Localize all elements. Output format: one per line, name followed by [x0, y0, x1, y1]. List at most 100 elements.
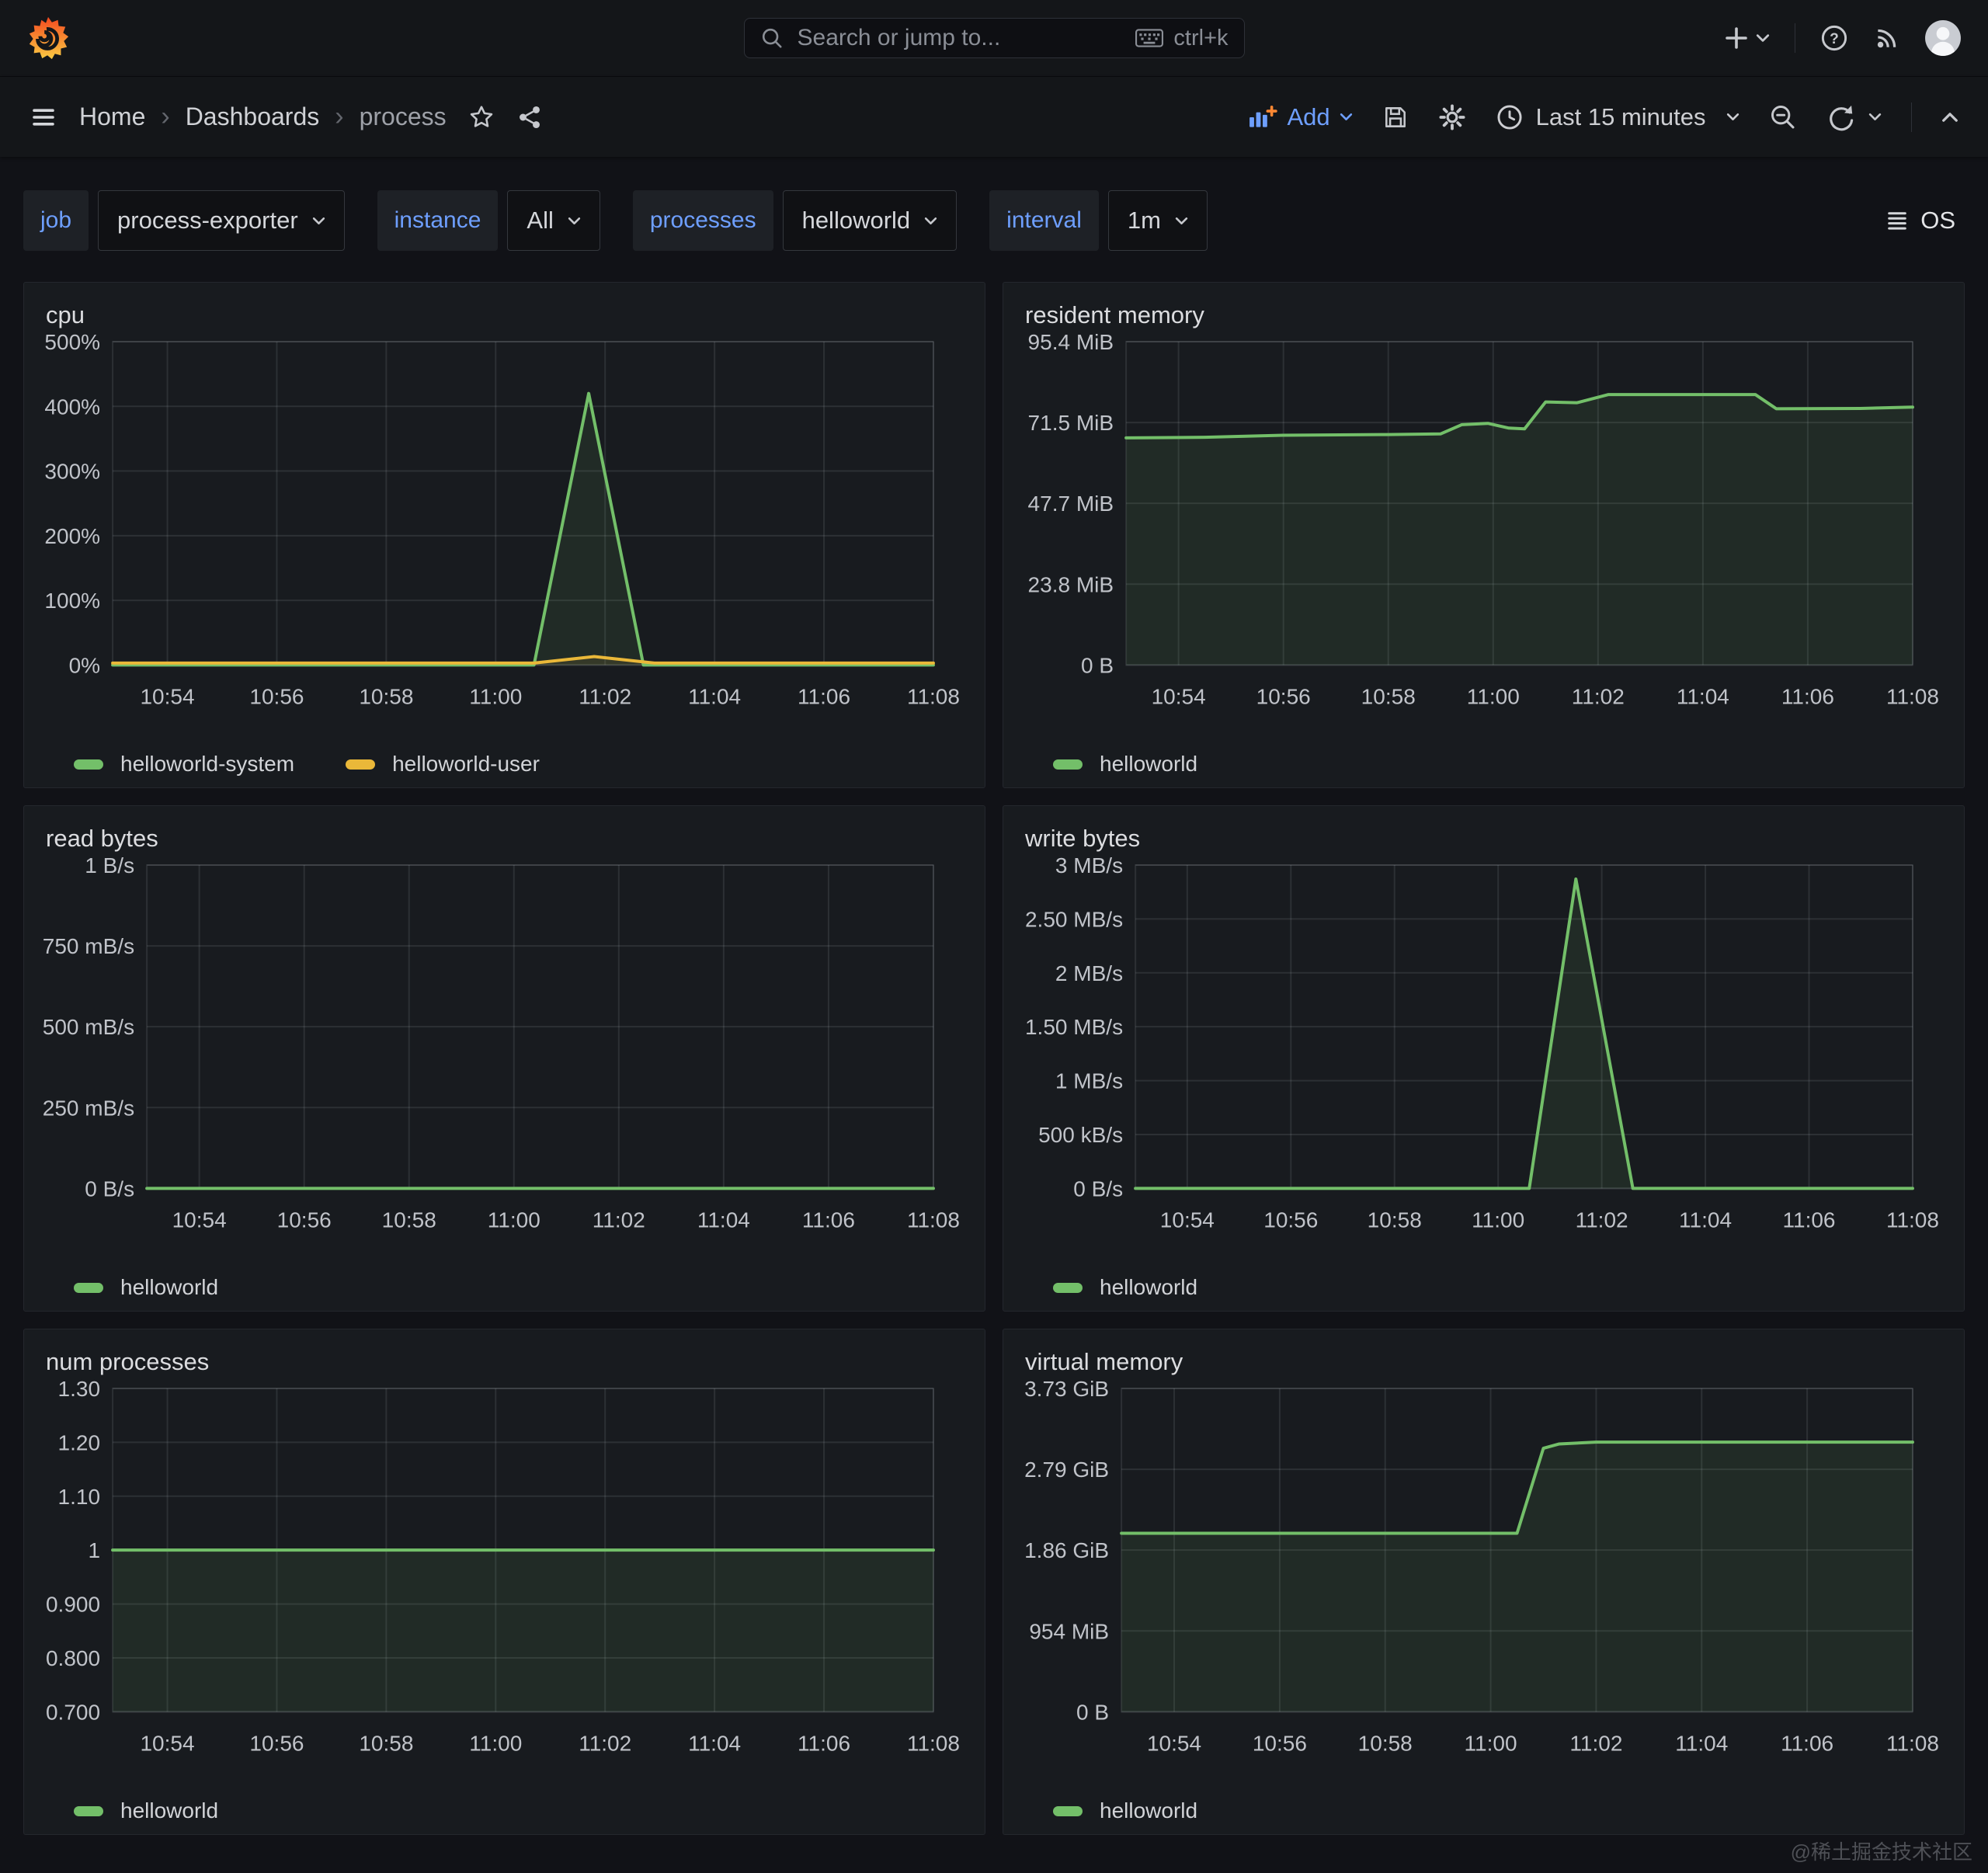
- chart-cpu[interactable]: 500%400%300%200%100%0%10:5410:5610:5811:…: [41, 331, 968, 723]
- chevron-down-icon: [1868, 113, 1882, 121]
- variable-instance: instanceAll: [377, 190, 600, 251]
- grafana-logo-icon[interactable]: [26, 16, 70, 61]
- zoom-out-time-button[interactable]: [1769, 103, 1797, 131]
- svg-text:10:58: 10:58: [1368, 1208, 1422, 1232]
- svg-text:200%: 200%: [44, 524, 100, 548]
- collapse-toolbar-button[interactable]: [1941, 112, 1958, 123]
- svg-text:300%: 300%: [44, 460, 100, 484]
- breadcrumb-separator: ›: [161, 102, 169, 132]
- svg-text:11:06: 11:06: [1781, 1731, 1833, 1755]
- svg-text:1.50 MB/s: 1.50 MB/s: [1025, 1015, 1123, 1039]
- svg-text:11:08: 11:08: [1886, 1208, 1939, 1232]
- svg-text:1: 1: [88, 1538, 100, 1562]
- breadcrumb: Home › Dashboards › process: [79, 102, 447, 132]
- variables-row: jobprocess-exporterinstanceAllprocessesh…: [0, 157, 1988, 251]
- chart-resident-memory[interactable]: 95.4 MiB71.5 MiB47.7 MiB23.8 MiB0 B10:54…: [1020, 331, 1947, 723]
- rss-icon: [1873, 25, 1899, 51]
- user-avatar[interactable]: [1924, 19, 1962, 57]
- chevron-down-icon: [1175, 217, 1188, 225]
- legend-item-helloworld-user[interactable]: helloworld-user: [346, 752, 540, 777]
- breadcrumb-dashboards[interactable]: Dashboards: [186, 103, 320, 131]
- chart-num-processes[interactable]: 1.301.201.1010.9000.8000.70010:5410:5610…: [41, 1378, 968, 1770]
- svg-text:11:00: 11:00: [488, 1208, 540, 1232]
- add-panel-button[interactable]: Add: [1248, 103, 1352, 131]
- svg-text:11:00: 11:00: [1472, 1208, 1524, 1232]
- chevron-down-icon: [568, 217, 581, 225]
- svg-text:23.8 MiB: 23.8 MiB: [1028, 572, 1114, 596]
- svg-text:11:02: 11:02: [1576, 1208, 1628, 1232]
- legend-series-color: [1053, 1806, 1083, 1816]
- legend-item-helloworld[interactable]: helloworld: [74, 1798, 218, 1823]
- svg-text:500%: 500%: [44, 331, 100, 354]
- svg-text:0 B: 0 B: [1081, 653, 1114, 677]
- svg-text:0 B: 0 B: [1076, 1700, 1109, 1724]
- help-button[interactable]: ?: [1820, 24, 1848, 52]
- svg-text:11:04: 11:04: [1677, 684, 1729, 708]
- row-toggle-os[interactable]: OS: [1885, 207, 1965, 235]
- panel-num-processes: num processes1.301.201.1010.9000.8000.70…: [23, 1329, 985, 1835]
- variable-value-dropdown[interactable]: process-exporter: [98, 190, 345, 251]
- svg-text:47.7 MiB: 47.7 MiB: [1028, 492, 1114, 516]
- svg-text:11:00: 11:00: [1467, 684, 1520, 708]
- news-button[interactable]: [1873, 25, 1899, 51]
- svg-text:0 B/s: 0 B/s: [1073, 1176, 1123, 1201]
- refresh-button[interactable]: [1826, 103, 1854, 131]
- panel-title[interactable]: write bytes: [1020, 817, 1947, 853]
- svg-text:11:08: 11:08: [1886, 684, 1939, 708]
- refresh-controls: [1826, 103, 1882, 131]
- variable-value-text: helloworld: [802, 207, 911, 235]
- star-icon: [468, 104, 495, 130]
- legend-item-helloworld[interactable]: helloworld: [1053, 1275, 1197, 1300]
- svg-text:10:58: 10:58: [382, 1208, 436, 1232]
- legend-item-helloworld[interactable]: helloworld: [74, 1275, 218, 1300]
- svg-text:1.30: 1.30: [58, 1378, 101, 1401]
- variable-value-dropdown[interactable]: All: [507, 190, 600, 251]
- chart-virtual-memory[interactable]: 3.73 GiB2.79 GiB1.86 GiB954 MiB0 B10:541…: [1020, 1378, 1947, 1770]
- panel-title[interactable]: resident memory: [1020, 294, 1947, 329]
- panel-title[interactable]: virtual memory: [1020, 1340, 1947, 1376]
- svg-text:400%: 400%: [44, 394, 100, 419]
- svg-text:10:54: 10:54: [172, 1208, 227, 1232]
- mega-menu-toggle[interactable]: [30, 106, 57, 129]
- variable-value-dropdown[interactable]: 1m: [1108, 190, 1208, 251]
- legend-item-helloworld[interactable]: helloworld: [1053, 752, 1197, 777]
- help-icon: ?: [1820, 24, 1848, 52]
- chevron-down-icon: [1726, 113, 1740, 121]
- panel-title[interactable]: num processes: [41, 1340, 968, 1376]
- svg-text:100%: 100%: [44, 589, 100, 613]
- chart-write-bytes[interactable]: 3 MB/s2.50 MB/s2 MB/s1.50 MB/s1 MB/s500 …: [1020, 854, 1947, 1246]
- share-button[interactable]: [516, 104, 543, 130]
- legend-item-helloworld-system[interactable]: helloworld-system: [74, 752, 294, 777]
- panel-title[interactable]: cpu: [41, 294, 968, 329]
- svg-text:11:00: 11:00: [469, 1731, 522, 1755]
- save-icon: [1382, 104, 1409, 130]
- panel-legend: helloworld: [1020, 1274, 1947, 1305]
- plus-icon: [1725, 26, 1748, 50]
- save-dashboard-button[interactable]: [1382, 104, 1409, 130]
- share-icon: [516, 104, 543, 130]
- svg-text:954 MiB: 954 MiB: [1029, 1619, 1109, 1643]
- legend-item-helloworld[interactable]: helloworld: [1053, 1798, 1197, 1823]
- global-search[interactable]: ctrl+k: [744, 18, 1245, 58]
- search-input[interactable]: [796, 24, 1124, 52]
- svg-text:10:54: 10:54: [1147, 1731, 1201, 1755]
- dashboard-settings-button[interactable]: [1438, 103, 1466, 131]
- add-new-button[interactable]: [1725, 26, 1770, 50]
- breadcrumb-current-page: process: [360, 103, 447, 131]
- refresh-interval-dropdown[interactable]: [1868, 113, 1882, 121]
- zoom-out-icon: [1769, 103, 1797, 131]
- variable-value-dropdown[interactable]: helloworld: [783, 190, 958, 251]
- svg-text:11:04: 11:04: [697, 1208, 750, 1232]
- time-range-picker[interactable]: Last 15 minutes: [1496, 103, 1740, 131]
- chevron-down-icon: [924, 217, 937, 225]
- svg-text:500 mB/s: 500 mB/s: [43, 1015, 134, 1039]
- clock-icon: [1496, 103, 1524, 131]
- rows-icon: [1885, 210, 1909, 231]
- chart-read-bytes[interactable]: 1 B/s750 mB/s500 mB/s250 mB/s0 B/s10:541…: [41, 854, 968, 1246]
- panel-title[interactable]: read bytes: [41, 817, 968, 853]
- favorite-star-button[interactable]: [468, 104, 495, 130]
- svg-text:11:08: 11:08: [907, 684, 960, 708]
- panel-resident-memory: resident memory95.4 MiB71.5 MiB47.7 MiB2…: [1003, 282, 1965, 788]
- breadcrumb-home[interactable]: Home: [79, 103, 145, 131]
- svg-text:1 B/s: 1 B/s: [85, 854, 134, 877]
